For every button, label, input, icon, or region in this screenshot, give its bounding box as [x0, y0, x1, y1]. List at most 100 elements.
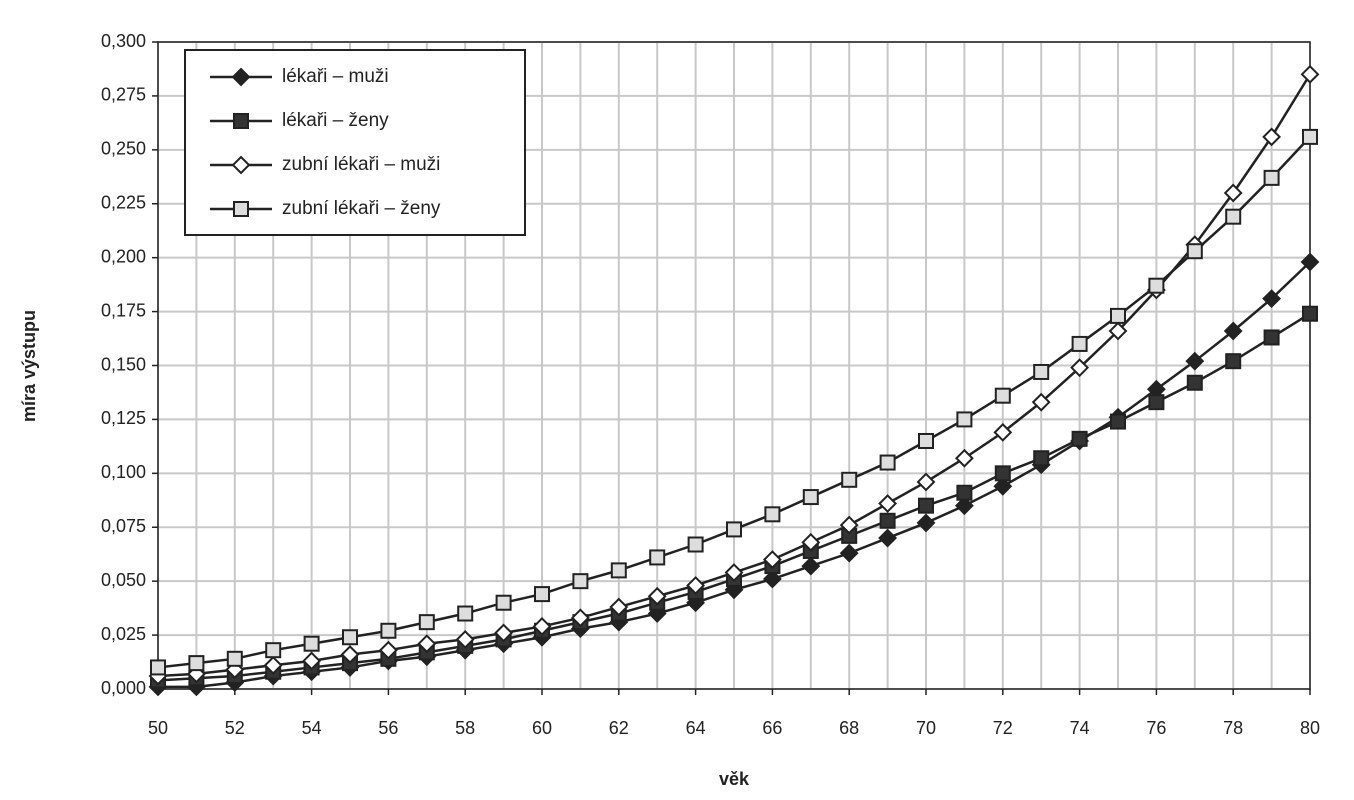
marker — [1071, 335, 1088, 352]
marker — [839, 515, 859, 535]
marker — [610, 562, 627, 579]
marker — [764, 506, 781, 523]
y-tick-label: 0,175 — [101, 300, 146, 320]
marker — [879, 512, 896, 529]
marker — [1300, 64, 1320, 84]
marker — [1071, 430, 1088, 447]
marker — [762, 550, 782, 570]
marker — [572, 573, 589, 590]
marker — [1148, 277, 1165, 294]
marker — [994, 387, 1011, 404]
marker — [340, 645, 360, 664]
marker — [1262, 289, 1282, 309]
marker — [954, 496, 974, 516]
marker — [1300, 252, 1320, 272]
marker — [724, 580, 744, 600]
marker — [534, 586, 550, 603]
marker — [150, 659, 166, 676]
marker — [879, 454, 896, 471]
marker — [1225, 208, 1242, 225]
marker — [1110, 307, 1126, 324]
marker — [265, 642, 282, 659]
marker — [687, 536, 704, 553]
x-tick-label: 74 — [1070, 718, 1090, 738]
x-tick-label: 50 — [148, 718, 168, 738]
x-tick-label: 72 — [993, 718, 1013, 738]
marker — [1110, 413, 1126, 430]
marker — [1225, 353, 1242, 370]
x-tick-label: 64 — [686, 718, 706, 738]
marker — [1031, 392, 1051, 412]
marker — [1186, 243, 1203, 260]
marker — [570, 608, 590, 628]
marker — [686, 593, 706, 613]
marker — [918, 497, 934, 514]
marker — [1033, 450, 1050, 467]
marker — [302, 651, 322, 671]
marker — [186, 664, 206, 684]
y-tick-label: 0,000 — [101, 678, 146, 698]
legend: lékaři – muži lékaři – ženy zubní lékaři –… — [184, 49, 526, 236]
marker — [418, 614, 435, 631]
marker — [1223, 321, 1243, 341]
x-tick-label: 78 — [1223, 718, 1243, 738]
marker — [956, 411, 973, 428]
marker — [1223, 183, 1243, 203]
marker — [686, 576, 706, 595]
marker — [455, 629, 475, 649]
y-tick-label: 0,075 — [101, 516, 146, 536]
x-axis-title: věk — [719, 769, 750, 789]
marker — [801, 532, 821, 552]
x-tick-label: 60 — [532, 718, 552, 738]
y-tick-label: 0,050 — [101, 570, 146, 590]
marker — [494, 623, 514, 643]
marker — [993, 476, 1013, 496]
marker — [841, 471, 858, 488]
marker — [993, 422, 1013, 442]
marker — [1302, 128, 1318, 145]
legend-label: zubní lékaři – ženy — [282, 198, 441, 219]
plot-border — [157, 41, 1311, 690]
x-tick-label: 54 — [302, 718, 322, 738]
marker — [1263, 169, 1280, 186]
marker — [956, 484, 973, 501]
x-tick-label: 56 — [378, 718, 398, 738]
y-tick-label: 0,025 — [101, 624, 146, 644]
marker — [724, 563, 744, 582]
marker — [878, 494, 898, 513]
x-tick-label: 58 — [455, 718, 475, 738]
marker — [1186, 374, 1203, 391]
x-tick-label: 62 — [609, 718, 629, 738]
marker — [1302, 305, 1318, 322]
marker — [916, 472, 936, 492]
marker — [417, 634, 437, 654]
marker — [1263, 329, 1280, 346]
x-tick-label: 76 — [1146, 718, 1166, 738]
y-tick-label: 0,300 — [101, 31, 146, 51]
marker — [1262, 127, 1282, 147]
y-axis-title: míra výstupu — [19, 310, 39, 422]
marker — [1070, 358, 1090, 378]
marker — [231, 155, 251, 175]
legend-label: lékaři – ženy — [282, 110, 389, 131]
y-tick-label: 0,125 — [101, 408, 146, 428]
y-tick-label: 0,200 — [101, 246, 146, 266]
marker — [1108, 321, 1128, 341]
marker — [532, 617, 552, 636]
marker — [839, 543, 859, 563]
marker — [609, 597, 629, 617]
x-tick-label: 52 — [225, 718, 245, 738]
marker — [263, 655, 283, 675]
marker — [226, 650, 243, 667]
y-tick-label: 0,275 — [101, 85, 146, 105]
marker — [1185, 351, 1205, 371]
y-tick-label: 0,150 — [101, 354, 146, 374]
marker — [457, 605, 474, 622]
x-tick-label: 80 — [1300, 718, 1320, 738]
y-tick-label: 0,100 — [101, 462, 146, 482]
marker — [303, 635, 320, 652]
marker — [1033, 363, 1050, 380]
marker — [233, 201, 249, 217]
